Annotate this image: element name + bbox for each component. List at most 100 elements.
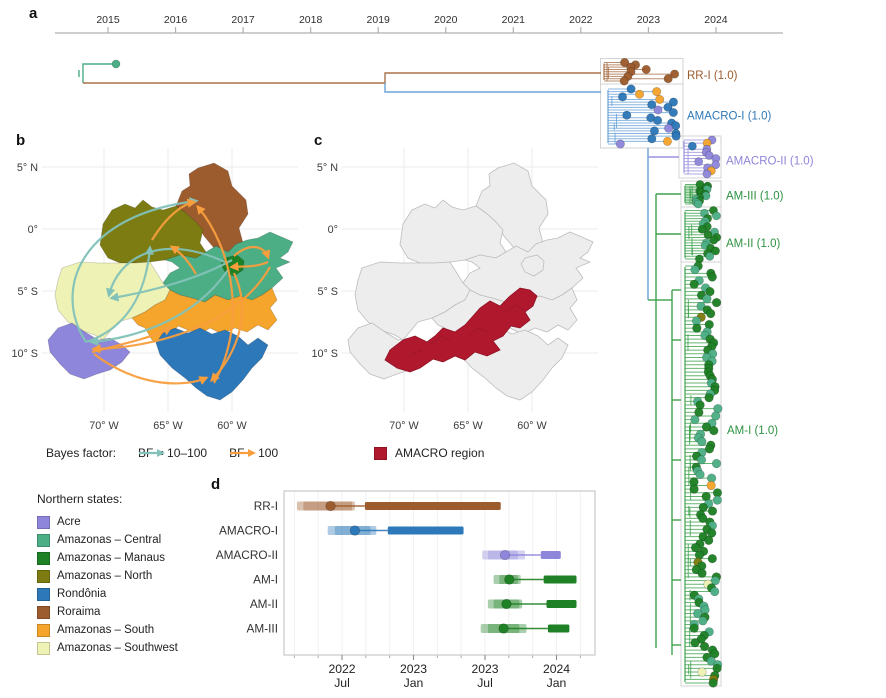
amacro-municipal-border <box>409 349 423 356</box>
tree-tip <box>635 89 645 99</box>
tree-tip <box>703 230 713 240</box>
map-y-tick-label: 10° S <box>311 348 338 360</box>
time-axis-year-label: 2015 <box>96 14 120 26</box>
tree-tip <box>668 108 678 118</box>
state-label: Acre <box>57 516 81 528</box>
time-axis-year-label: 2020 <box>434 14 458 26</box>
bf-low-flow-arrow <box>89 269 229 346</box>
x-tick-month-label: Jan <box>404 676 424 690</box>
clade-box-amacro-i <box>600 83 684 149</box>
amacro-region-legend: AMACRO region <box>374 446 484 460</box>
row-label-rr-i: RR-I <box>254 499 278 513</box>
clade-label-amacro-i: AMACRO-I (1.0) <box>687 111 772 123</box>
states-legend-item: Roraima <box>37 603 178 621</box>
tree-tip <box>707 272 717 282</box>
state-swatch-amazonas_south <box>37 623 50 637</box>
amacro-region-shape <box>384 287 538 373</box>
tree-tip <box>697 667 707 677</box>
tree-tip <box>671 131 681 141</box>
x-tick-year-label: 2023 <box>400 662 427 676</box>
tree-tip <box>694 157 704 167</box>
tree-tip <box>698 616 708 626</box>
map-x-tick-label: 65° W <box>453 420 483 432</box>
tree-tip-earliest <box>111 59 121 69</box>
x-tick-year-label: 2023 <box>471 662 498 676</box>
tree-tip <box>705 251 715 261</box>
tmrca-dot <box>498 623 509 634</box>
bf-high-flow-arrow <box>169 245 197 275</box>
clade-label-am-i: AM-I (1.0) <box>727 425 778 437</box>
tmrca-dot <box>325 500 336 512</box>
map-y-tick-label: 0° <box>328 224 338 236</box>
tree-tip <box>705 287 715 297</box>
amacro-legend-label: AMACRO region <box>395 446 485 460</box>
state-label: Roraima <box>57 606 101 618</box>
bf-high-flow-arrow <box>196 204 234 384</box>
time-axis-year-label: 2016 <box>164 14 188 26</box>
amacro-map-panel: 5° N 0° 5° S 10° S 70° W 65° W 60° W <box>311 148 598 432</box>
clade-label-am-ii: AM-II (1.0) <box>726 238 780 250</box>
plot-background <box>284 491 595 655</box>
tree-tip <box>670 69 680 79</box>
tree-tip <box>712 211 721 221</box>
map-x-tick-label: 60° W <box>217 420 247 432</box>
tree-tip <box>662 136 672 146</box>
x-tick-month-label: Jul <box>477 676 493 690</box>
bf-high-flow-arrow <box>93 353 209 385</box>
sampling-bar <box>546 600 577 608</box>
tree-tip <box>707 554 717 564</box>
tree-tip <box>618 92 628 102</box>
tree-tip <box>622 110 632 120</box>
state-swatch-amazonas_north <box>37 569 50 583</box>
tmrca-dot <box>349 525 361 536</box>
plot-border <box>283 490 596 656</box>
sampling-bar <box>540 551 561 559</box>
tmrca-dot <box>501 598 512 610</box>
row-label-amacro-ii: AMACRO-II <box>216 548 278 562</box>
bf-low-label: BF = 10–100 <box>138 446 208 460</box>
tree-backbone-branch <box>82 63 112 83</box>
tree-tip <box>709 235 719 245</box>
tree-tip <box>652 87 662 97</box>
clade-label-rr-i: RR-I (1.0) <box>687 70 738 82</box>
map-y-tick-label: 10° S <box>11 348 38 360</box>
tree-tip <box>653 105 663 115</box>
states-legend-item: Amazonas – Manaus <box>37 549 178 567</box>
map-x-tick-label: 70° W <box>389 420 419 432</box>
tree-tip <box>664 123 674 133</box>
tmrca-dot <box>499 549 511 561</box>
tree-tip <box>626 84 636 94</box>
map-x-tick-label: 65° W <box>153 420 183 432</box>
tree-tip <box>693 608 703 619</box>
tree-tip <box>704 444 715 454</box>
bf-low-item: BF = 10–100 <box>138 446 207 460</box>
tree-tip <box>647 134 657 144</box>
sampling-bar <box>547 624 570 633</box>
state-swatch-amazonas_southwest <box>37 641 50 655</box>
tree-tip <box>710 586 720 597</box>
tree-tip <box>707 506 718 516</box>
state-label: Amazonas – Manaus <box>57 552 166 564</box>
time-axis-year-label: 2023 <box>637 14 661 26</box>
tree-tip <box>696 455 707 465</box>
tree-tip <box>708 678 718 688</box>
amacro-swatch <box>374 446 387 460</box>
tree-tip <box>647 100 657 110</box>
time-axis-year-label: 2022 <box>569 14 593 26</box>
tmrca-interval-panel: 2022Jul2023Jan2023Jul2024JanRR-IAMACRO-I… <box>216 490 596 690</box>
sampling-bar <box>387 526 464 535</box>
tree-tip <box>706 480 716 491</box>
time-axis-year-label: 2017 <box>231 14 255 26</box>
states-legend-item: Rondônia <box>37 585 178 603</box>
tree-tip <box>698 513 708 523</box>
bf-high-flow-arrow <box>233 246 271 260</box>
state-swatch-roraima <box>37 605 50 619</box>
tree-tip <box>690 543 701 553</box>
legend-arrowhead <box>248 449 257 457</box>
tree-tip <box>690 265 700 275</box>
row-label-am-iii: AM-III <box>247 622 278 636</box>
tree-tip <box>695 469 705 480</box>
bf-low-flow-arrow <box>85 245 155 344</box>
states-legend-rows: Acre Amazonas – Central Amazonas – Manaus A… <box>37 513 178 657</box>
